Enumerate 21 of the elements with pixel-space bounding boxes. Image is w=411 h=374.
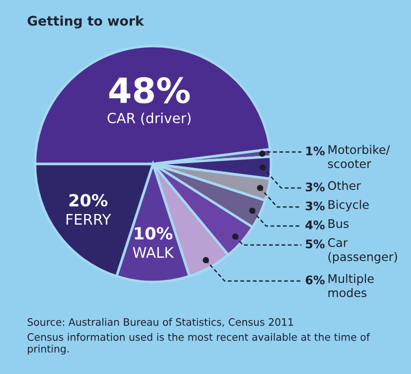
- slice-label: CAR (driver): [108, 112, 191, 125]
- chart-title: Getting to work: [28, 16, 144, 28]
- slice-label: WALK: [132, 247, 174, 258]
- data-label: 3%: [306, 182, 325, 192]
- data-label: 3%: [306, 201, 325, 210]
- source-note: Source: Australian Bureau of Statistics, Census 2011: [28, 318, 293, 327]
- text: Census information used is the most recent available at the time of printing.: [28, 333, 370, 355]
- data-label: 1%: [306, 146, 325, 156]
- data-label: 4%: [306, 220, 325, 230]
- data-label: 48%: [109, 77, 190, 104]
- data-label: 6%: [306, 275, 325, 284]
- slice-label: Multiple modes: [328, 274, 374, 298]
- slice-label: Motorbike/ scooter: [328, 144, 390, 168]
- data-label: 5%: [306, 239, 325, 248]
- slice-label: Bus: [328, 219, 349, 228]
- data-label: 10%: [134, 227, 172, 240]
- slice-label: FERRY: [66, 214, 112, 225]
- slice-label: Car (passenger): [328, 238, 398, 264]
- data-label: 20%: [69, 194, 108, 207]
- slice-label: Other: [328, 180, 361, 190]
- slice-label: Bicycle: [328, 200, 369, 212]
